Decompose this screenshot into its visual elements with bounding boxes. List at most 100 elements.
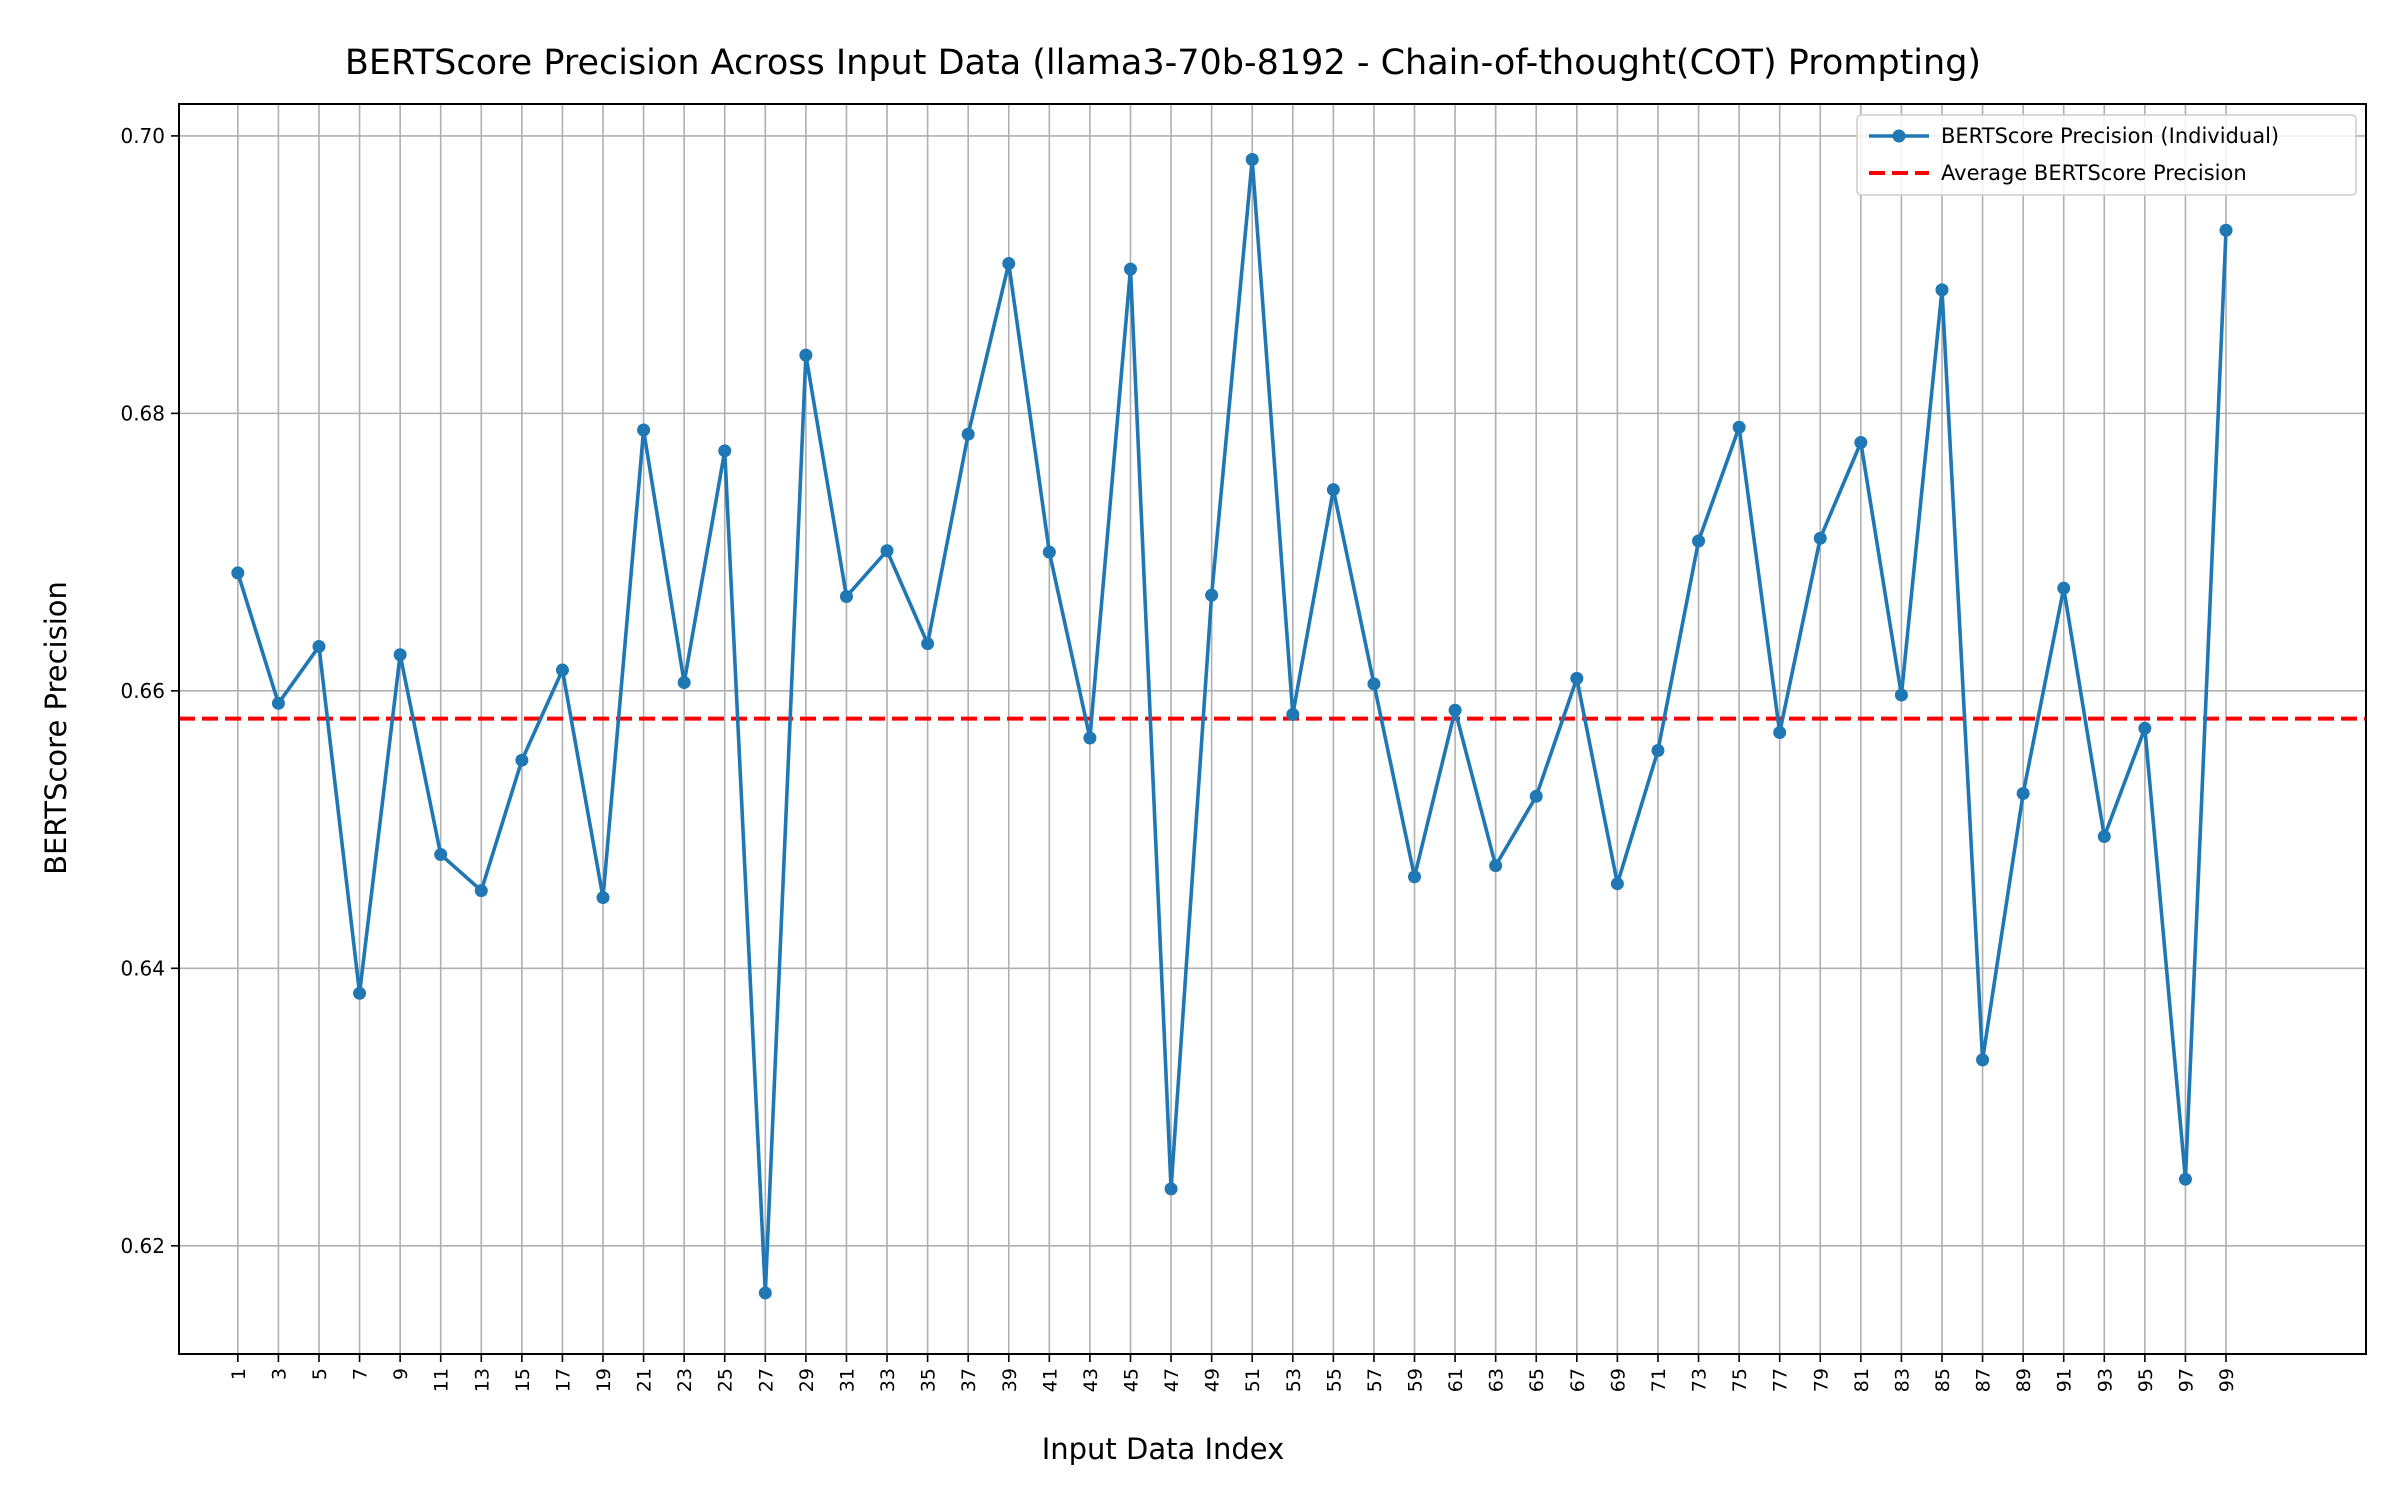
x-tick-label: 9	[390, 1368, 412, 1380]
data-point	[880, 544, 894, 558]
data-point	[2178, 1172, 2192, 1186]
x-tick-label: 19	[593, 1368, 615, 1392]
x-tick-label: 41	[1039, 1368, 1061, 1392]
x-tick-label: 67	[1567, 1368, 1589, 1392]
x-tick-label: 63	[1486, 1368, 1508, 1392]
x-tick-label: 5	[309, 1368, 331, 1380]
data-point	[271, 696, 285, 710]
data-point	[1042, 545, 1056, 559]
x-tick-label: 11	[431, 1368, 453, 1392]
data-point	[1854, 436, 1868, 450]
series-line	[236, 157, 2228, 1295]
y-tick-label: 0.70	[120, 124, 165, 148]
x-tick-label: 29	[796, 1368, 818, 1392]
x-tick-label: 55	[1323, 1368, 1345, 1392]
x-tick-label: 93	[2094, 1368, 2116, 1392]
data-point	[758, 1286, 772, 1300]
x-tick-label: 1	[228, 1368, 250, 1380]
x-tick-label: 53	[1283, 1368, 1305, 1392]
x-tick-label: 69	[1607, 1368, 1629, 1392]
x-tick-label: 59	[1405, 1368, 1427, 1392]
x-tick-label: 79	[1810, 1368, 1832, 1392]
data-point	[1489, 859, 1503, 873]
data-point	[1976, 1053, 1990, 1067]
x-tick-label: 97	[2175, 1368, 2197, 1392]
axis-layer: 1 3 5 7 9 11 13 15 17 19 21 23 25 27 29 31 33 35 37 39 41 43 4…	[120, 124, 2238, 1392]
x-tick-label: 15	[512, 1368, 534, 1392]
data-point	[312, 639, 326, 653]
x-tick-label: 89	[2013, 1368, 2035, 1392]
x-tick-label: 43	[1080, 1368, 1102, 1392]
data-point	[1245, 152, 1259, 166]
data-point	[1448, 703, 1462, 717]
data-point	[677, 676, 691, 690]
x-tick-label: 49	[1202, 1368, 1224, 1392]
legend-box	[1856, 114, 2357, 196]
data-point	[2057, 581, 2071, 595]
data-point	[2097, 830, 2111, 844]
x-tick-label: 85	[1932, 1368, 1954, 1392]
data-point	[1164, 1182, 1178, 1196]
y-tick-label: 0.64	[120, 956, 165, 980]
data-point	[961, 427, 975, 441]
legend-label-average: Average BERTScore Precision	[1941, 161, 2247, 185]
data-point	[515, 753, 529, 767]
data-point	[637, 423, 651, 437]
legend-marker-series	[1892, 129, 1906, 143]
x-tick-label: 71	[1648, 1368, 1670, 1392]
data-point	[555, 663, 569, 677]
legend-label-series: BERTScore Precision (Individual)	[1941, 124, 2279, 148]
x-tick-label: 95	[2135, 1368, 2157, 1392]
data-point	[799, 348, 813, 362]
data-point	[2016, 787, 2030, 801]
x-tick-label: 23	[674, 1368, 696, 1392]
data-point	[1651, 744, 1665, 758]
y-tick-label: 0.62	[120, 1234, 165, 1258]
data-point	[2138, 721, 2152, 735]
x-tick-label: 39	[999, 1368, 1021, 1392]
chart-title: BERTScore Precision Across Input Data (l…	[345, 43, 1981, 83]
data-point	[1326, 483, 1340, 497]
data-point	[596, 891, 610, 905]
series-layer	[231, 152, 2233, 1300]
x-tick-label: 31	[836, 1368, 858, 1392]
data-point	[1570, 671, 1584, 685]
data-point	[1732, 420, 1746, 434]
data-point	[921, 637, 935, 651]
data-point	[393, 648, 407, 662]
data-point	[1529, 789, 1543, 803]
y-tick-label: 0.66	[120, 679, 165, 703]
data-point	[434, 848, 448, 862]
x-tick-label: 17	[552, 1368, 574, 1392]
data-point	[1083, 731, 1097, 745]
x-tick-label: 77	[1770, 1368, 1792, 1392]
data-point	[839, 590, 853, 604]
y-axis-label: BERTScore Precision	[39, 581, 73, 875]
data-point	[1935, 283, 1949, 297]
legend: BERTScore Precision (Individual) Average…	[1856, 114, 2357, 196]
x-tick-label: 57	[1364, 1368, 1386, 1392]
data-point	[1610, 877, 1624, 891]
data-point	[474, 884, 488, 898]
data-point	[1123, 262, 1137, 276]
x-axis-label: Input Data Index	[1042, 1432, 1285, 1466]
x-tick-label: 81	[1851, 1368, 1873, 1392]
x-tick-label: 47	[1161, 1368, 1183, 1392]
x-tick-label: 37	[958, 1368, 980, 1392]
plot-frame	[178, 103, 2367, 1355]
data-point	[2219, 223, 2233, 237]
data-point	[231, 566, 245, 580]
data-point	[718, 444, 732, 458]
data-point	[1002, 257, 1016, 271]
x-tick-label: 21	[634, 1368, 656, 1392]
x-tick-label: 33	[877, 1368, 899, 1392]
data-point	[1286, 707, 1300, 721]
x-tick-label: 45	[1120, 1368, 1142, 1392]
data-point	[1205, 588, 1219, 602]
x-tick-label: 73	[1689, 1368, 1711, 1392]
data-point	[1408, 870, 1422, 884]
y-tick-label: 0.68	[120, 401, 165, 425]
data-point	[1367, 677, 1381, 691]
data-point	[353, 986, 367, 1000]
data-point	[1692, 534, 1706, 548]
